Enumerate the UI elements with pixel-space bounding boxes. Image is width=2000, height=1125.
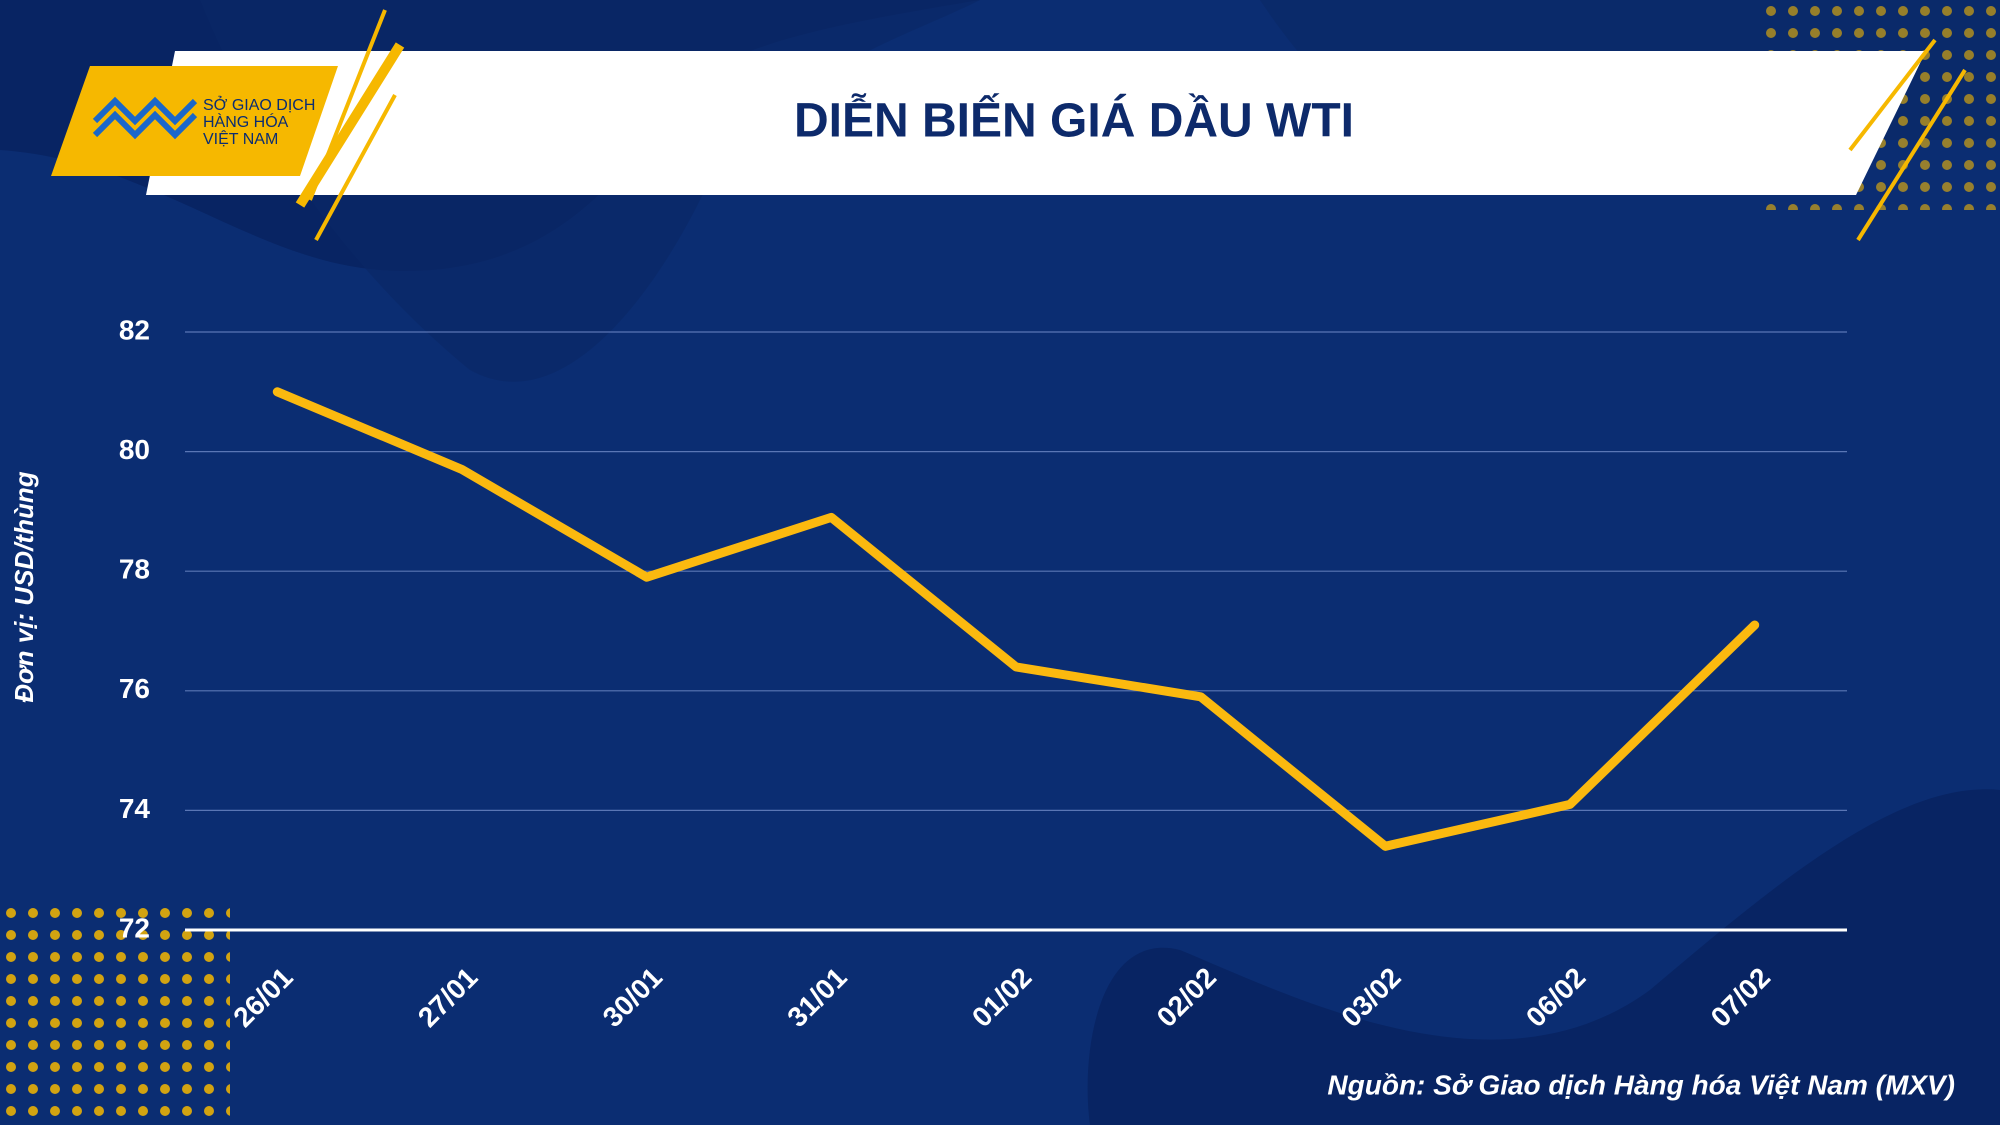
data-line — [272, 387, 1760, 851]
chart-title: DIỄN BIẾN GIÁ DẦU WTI — [794, 94, 1354, 148]
logo-text: HÀNG HÓA — [203, 112, 289, 131]
decor-line — [1856, 68, 1967, 242]
decor-line — [1848, 38, 1937, 152]
decor-line — [314, 94, 397, 241]
y-tick-label: 74 — [119, 793, 151, 824]
logo-box — [51, 66, 338, 176]
source-note: Nguồn: Sở Giao dịch Hàng hóa Việt Nam (M… — [1327, 1069, 1955, 1100]
y-tick-label: 80 — [119, 434, 150, 465]
dot-pattern — [0, 900, 230, 1125]
logo-text: SỞ GIAO DỊCH — [203, 95, 315, 114]
logo-text: VIỆT NAM — [203, 129, 278, 148]
y-axis-label: Đơn vị: USD/thùng — [9, 471, 39, 702]
y-tick-label: 76 — [119, 673, 150, 704]
title-banner — [146, 51, 1926, 195]
y-tick-label: 72 — [119, 912, 150, 943]
bg-shape — [1087, 789, 2000, 1125]
logo-mark — [92, 96, 198, 140]
y-tick-label: 82 — [119, 314, 150, 345]
y-tick-label: 78 — [119, 554, 150, 585]
decor-line — [295, 42, 405, 208]
